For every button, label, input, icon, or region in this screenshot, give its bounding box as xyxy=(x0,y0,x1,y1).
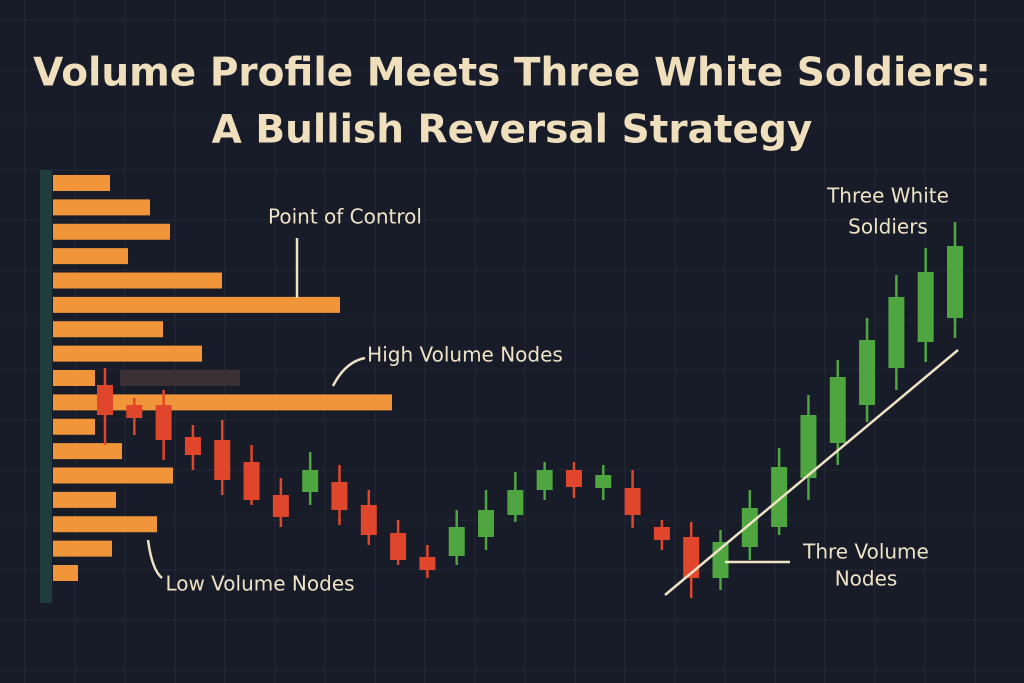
volume-bar xyxy=(53,272,222,289)
candle-body xyxy=(155,405,172,440)
volume-bar xyxy=(53,418,95,435)
candle-body xyxy=(947,246,963,318)
candle-body xyxy=(331,482,348,510)
title-line: Volume Profile Meets Three White Soldier… xyxy=(33,51,991,96)
annotation: Three White xyxy=(826,184,949,208)
annotation: Nodes xyxy=(835,567,898,591)
volume-bar xyxy=(53,248,128,265)
candle-body xyxy=(507,490,524,515)
candle-body xyxy=(126,405,143,418)
volume-bar xyxy=(53,175,110,191)
volume-bar xyxy=(53,565,78,581)
annotation: Low Volume Nodes xyxy=(165,572,354,596)
trend-line xyxy=(664,349,959,596)
candle-body xyxy=(214,440,231,480)
annotation: Thre Volume xyxy=(802,540,929,564)
candle-body xyxy=(741,508,758,547)
candle-body xyxy=(272,495,289,517)
candle-body xyxy=(653,527,670,540)
candle-body xyxy=(800,415,817,478)
leader xyxy=(146,539,163,579)
candle-body xyxy=(97,385,113,415)
candle-body xyxy=(478,510,495,537)
plot xyxy=(53,175,963,598)
volume-bar xyxy=(53,443,122,460)
candle-body xyxy=(390,533,407,560)
volume-bar xyxy=(53,321,163,338)
volume-bar xyxy=(53,370,95,386)
volume-bar xyxy=(53,199,150,216)
candle-body xyxy=(536,470,553,490)
candle-body xyxy=(683,537,700,578)
candle-body xyxy=(917,272,934,342)
volume-bar xyxy=(53,516,157,533)
volume-bar xyxy=(53,540,112,557)
candle-body xyxy=(184,437,201,455)
candle-body xyxy=(624,488,641,515)
volume-bar xyxy=(53,345,202,362)
leader xyxy=(331,356,366,387)
candle-body xyxy=(888,297,905,368)
volume-bar xyxy=(53,467,173,484)
profile-axis xyxy=(40,170,52,603)
candle-body xyxy=(829,377,846,443)
volume-bar xyxy=(53,491,116,508)
candle-body xyxy=(565,470,582,487)
title-line: A Bullish Reversal Strategy xyxy=(212,108,813,153)
candle-body xyxy=(243,462,260,500)
candle-body xyxy=(302,470,319,492)
volume-bar xyxy=(53,296,340,313)
candle-body xyxy=(448,527,465,556)
shadow xyxy=(120,370,240,386)
candle-body xyxy=(419,557,436,570)
annotation: Soldiers xyxy=(848,215,928,239)
annotation: High Volume Nodes xyxy=(367,343,563,367)
candle-body xyxy=(859,340,876,405)
annotation: Point of Control xyxy=(268,205,422,229)
volume-bar xyxy=(53,223,170,240)
candle-body xyxy=(360,505,377,535)
candle-body xyxy=(771,467,788,527)
candle-body xyxy=(595,475,612,488)
